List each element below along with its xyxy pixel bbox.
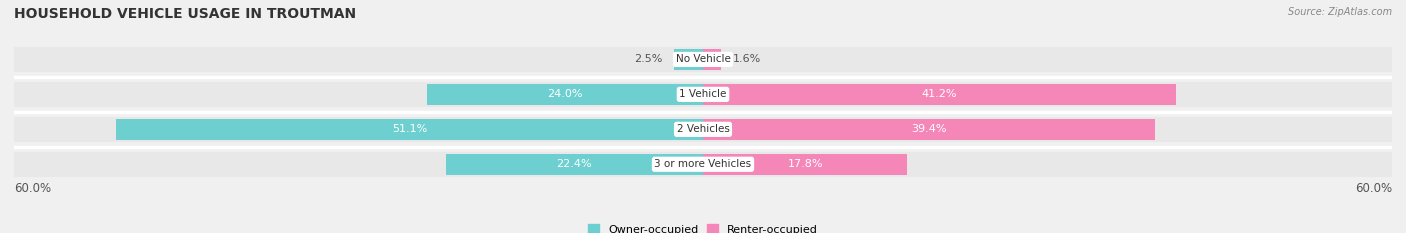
Legend: Owner-occupied, Renter-occupied: Owner-occupied, Renter-occupied [583, 220, 823, 233]
Text: 60.0%: 60.0% [14, 182, 51, 195]
Text: 22.4%: 22.4% [557, 159, 592, 169]
Text: 1.6%: 1.6% [733, 55, 761, 64]
Bar [703, 49, 721, 70]
Bar [14, 117, 1392, 142]
Bar [703, 84, 1175, 105]
Text: 3 or more Vehicles: 3 or more Vehicles [654, 159, 752, 169]
Bar [117, 119, 703, 140]
Text: 41.2%: 41.2% [922, 89, 957, 99]
Bar [427, 84, 703, 105]
Text: 24.0%: 24.0% [547, 89, 583, 99]
Bar [14, 82, 1392, 107]
Bar [703, 154, 907, 175]
Text: 51.1%: 51.1% [392, 124, 427, 134]
Text: 60.0%: 60.0% [1355, 182, 1392, 195]
Text: Source: ZipAtlas.com: Source: ZipAtlas.com [1288, 7, 1392, 17]
Bar [703, 119, 1156, 140]
Text: HOUSEHOLD VEHICLE USAGE IN TROUTMAN: HOUSEHOLD VEHICLE USAGE IN TROUTMAN [14, 7, 356, 21]
Bar [14, 47, 1392, 72]
Bar [14, 152, 1392, 177]
Text: 1 Vehicle: 1 Vehicle [679, 89, 727, 99]
Text: 2 Vehicles: 2 Vehicles [676, 124, 730, 134]
Text: 39.4%: 39.4% [911, 124, 948, 134]
Text: No Vehicle: No Vehicle [675, 55, 731, 64]
Bar [446, 154, 703, 175]
Text: 17.8%: 17.8% [787, 159, 823, 169]
Text: 2.5%: 2.5% [634, 55, 662, 64]
Bar [675, 49, 703, 70]
